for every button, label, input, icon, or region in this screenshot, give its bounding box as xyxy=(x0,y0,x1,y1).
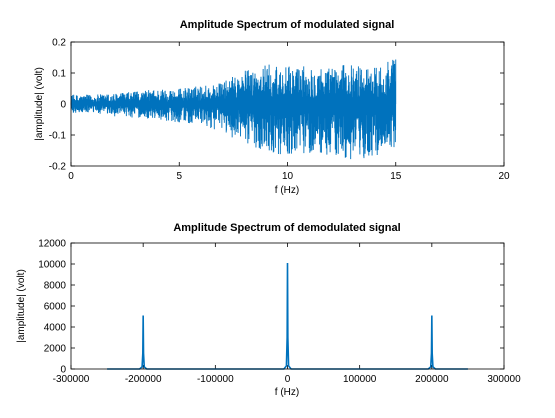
subplot-demodulated: Amplitude Spectrum of demodulated signal… xyxy=(16,222,521,398)
x-tick-label: 0 xyxy=(285,374,291,385)
x-tick-label: 100000 xyxy=(343,374,377,385)
x-tick-label: 0 xyxy=(68,171,74,182)
x-tick-label: 10 xyxy=(282,171,294,182)
x-tick-label: 15 xyxy=(390,171,402,182)
x-ticks-demodulated: -300000 -200000 -100000 0 100000 200000 300000 xyxy=(53,243,521,385)
x-tick-label: -300000 xyxy=(53,374,90,385)
series-demodulated xyxy=(107,262,468,370)
series-modulated xyxy=(70,59,397,160)
y-tick-label: 4000 xyxy=(44,323,67,334)
y-tick-label: -0.1 xyxy=(49,131,67,142)
y-tick-label: 0.2 xyxy=(52,38,66,49)
y-axis-label-modulated: |amplitude| (volt) xyxy=(34,67,45,141)
y-tick-label: 12000 xyxy=(38,239,66,250)
chart-title-demodulated: Amplitude Spectrum of demodulated signal xyxy=(173,222,400,234)
y-tick-label: -0.2 xyxy=(49,162,67,173)
series-line xyxy=(107,262,468,370)
x-tick-label: 300000 xyxy=(487,374,521,385)
y-axis-label-demodulated: |amplitude| (volt) xyxy=(16,269,27,343)
y-tick-label: 8000 xyxy=(44,281,67,292)
y-tick-label: 10000 xyxy=(38,260,66,271)
axes-box-modulated xyxy=(70,41,505,167)
x-tick-label: 20 xyxy=(498,171,510,182)
x-axis-label-demodulated: f (Hz) xyxy=(275,387,299,398)
x-tick-label: -100000 xyxy=(197,374,234,385)
series-line xyxy=(70,59,397,160)
y-tick-label: 0 xyxy=(60,100,66,111)
x-tick-label: 5 xyxy=(176,171,182,182)
x-axis-label-modulated: f (Hz) xyxy=(275,185,299,196)
axes-box-demodulated xyxy=(70,242,505,370)
y-tick-label: 0.1 xyxy=(52,69,66,80)
x-tick-label: 200000 xyxy=(415,374,449,385)
subplot-modulated: Amplitude Spectrum of modulated signal 0… xyxy=(34,19,510,196)
y-tick-label: 6000 xyxy=(44,302,67,313)
y-ticks-demodulated: 0 2000 4000 6000 8000 10000 12000 xyxy=(38,239,504,376)
chart-title-modulated: Amplitude Spectrum of modulated signal xyxy=(180,19,395,31)
y-tick-label: 2000 xyxy=(44,344,67,355)
x-tick-label: -200000 xyxy=(125,374,162,385)
y-tick-label: 0 xyxy=(60,365,66,376)
